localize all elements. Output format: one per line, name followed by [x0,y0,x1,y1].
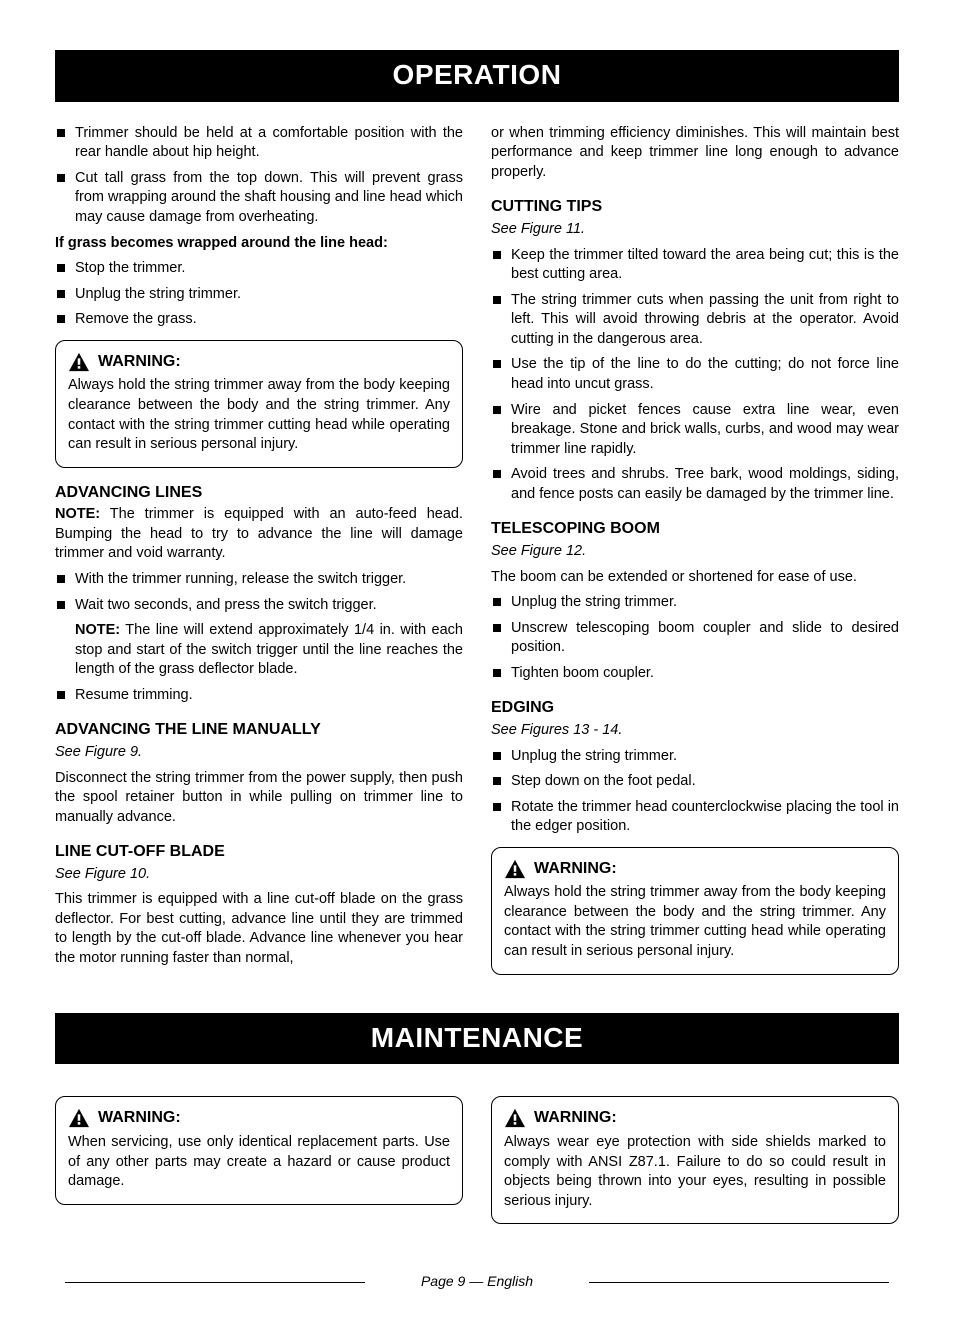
warning-heading: WARNING: [504,1107,886,1129]
left-column: Trimmer should be held at a comfortable … [55,124,463,983]
warning-box: WARNING: Always wear eye protection with… [491,1096,899,1224]
warning-box: WARNING: Always hold the string trimmer … [491,847,899,975]
note-label: NOTE: [55,506,100,522]
list-item: Unplug the string trimmer. [491,593,899,613]
list-item: Step down on the foot pedal. [491,772,899,792]
list-item: With the trimmer running, release the sw… [55,570,463,590]
list-item: Trimmer should be held at a comfortable … [55,124,463,163]
note-label: NOTE: [75,622,120,638]
warning-heading: WARNING: [504,858,886,880]
section-title: EDGING [491,697,899,719]
warning-box: WARNING: When servicing, use only identi… [55,1096,463,1204]
warning-label: WARNING: [98,1107,181,1129]
list-item: Wire and picket fences cause extra line … [491,401,899,460]
wrapped-heading: If grass becomes wrapped around the line… [55,234,463,254]
list-item: Use the tip of the line to do the cuttin… [491,355,899,394]
operation-banner: OPERATION [55,50,899,102]
list-item: Remove the grass. [55,310,463,330]
intro-bullets: Trimmer should be held at a comfortable … [55,124,463,228]
warning-icon [68,1108,90,1128]
section-title: ADVANCING LINES [55,482,463,504]
page-footer: Page 9 — English [55,1272,899,1291]
list-item: Unplug the string trimmer. [55,285,463,305]
warning-label: WARNING: [98,351,181,373]
section-title: ADVANCING THE LINE MANUALLY [55,719,463,741]
warning-text: Always hold the string trimmer away from… [504,883,886,961]
list-item: Wait two seconds, and press the switch t… [55,596,463,616]
note-text: The trimmer is equipped with an auto-fee… [55,506,463,561]
tips-bullets: Keep the trimmer tilted toward the area … [491,246,899,505]
list-item: Unscrew telescoping boom coupler and sli… [491,619,899,658]
list-item: Resume trimming. [55,686,463,706]
warning-icon [68,352,90,372]
continuation-paragraph: or when trimming efficiency diminishes. … [491,124,899,183]
wrapped-bullets: Stop the trimmer. Unplug the string trim… [55,259,463,330]
warning-icon [504,1108,526,1128]
warning-label: WARNING: [534,858,617,880]
paragraph: Disconnect the string trimmer from the p… [55,769,463,828]
paragraph: The boom can be extended or shortened fo… [491,568,899,588]
maint-left-column: WARNING: When servicing, use only identi… [55,1086,463,1232]
figure-ref: See Figure 10. [55,865,463,885]
list-item: Keep the trimmer tilted toward the area … [491,246,899,285]
warning-label: WARNING: [534,1107,617,1129]
footer-rule-left [65,1282,365,1283]
boom-bullets: Unplug the string trimmer. Unscrew teles… [491,593,899,683]
warning-heading: WARNING: [68,351,450,373]
edging-bullets: Unplug the string trimmer. Step down on … [491,747,899,837]
footer-rule-right [589,1282,889,1283]
note-text: The line will extend approximately 1/4 i… [75,622,463,677]
note-paragraph: NOTE: The trimmer is equipped with an au… [55,505,463,564]
advancing-bullets: With the trimmer running, release the sw… [55,570,463,615]
list-item: Stop the trimmer. [55,259,463,279]
warning-icon [504,859,526,879]
maintenance-banner: MAINTENANCE [55,1013,899,1065]
list-item: Unplug the string trimmer. [491,747,899,767]
figure-ref: See Figures 13 - 14. [491,721,899,741]
section-title: LINE CUT-OFF BLADE [55,841,463,863]
list-item: Tighten boom coupler. [491,664,899,684]
paragraph: This trimmer is equipped with a line cut… [55,890,463,968]
section-title: TELESCOPING BOOM [491,518,899,540]
maintenance-columns: WARNING: When servicing, use only identi… [55,1086,899,1232]
list-item: Rotate the trimmer head counterclockwise… [491,798,899,837]
list-item: Cut tall grass from the top down. This w… [55,169,463,228]
list-item: The string trimmer cuts when passing the… [491,291,899,350]
warning-box: WARNING: Always hold the string trimmer … [55,340,463,468]
page-number: Page 9 — English [421,1273,533,1289]
warning-text: When servicing, use only identical repla… [68,1133,450,1192]
list-item: Avoid trees and shrubs. Tree bark, wood … [491,465,899,504]
figure-ref: See Figure 9. [55,743,463,763]
sub-note: NOTE: The line will extend approximately… [55,621,463,680]
operation-columns: Trimmer should be held at a comfortable … [55,124,899,983]
right-column: or when trimming efficiency diminishes. … [491,124,899,983]
advancing-bullets-2: Resume trimming. [55,686,463,706]
warning-heading: WARNING: [68,1107,450,1129]
figure-ref: See Figure 12. [491,542,899,562]
maint-right-column: WARNING: Always wear eye protection with… [491,1086,899,1232]
figure-ref: See Figure 11. [491,220,899,240]
warning-text: Always wear eye protection with side shi… [504,1133,886,1211]
section-title: CUTTING TIPS [491,196,899,218]
warning-text: Always hold the string trimmer away from… [68,376,450,454]
